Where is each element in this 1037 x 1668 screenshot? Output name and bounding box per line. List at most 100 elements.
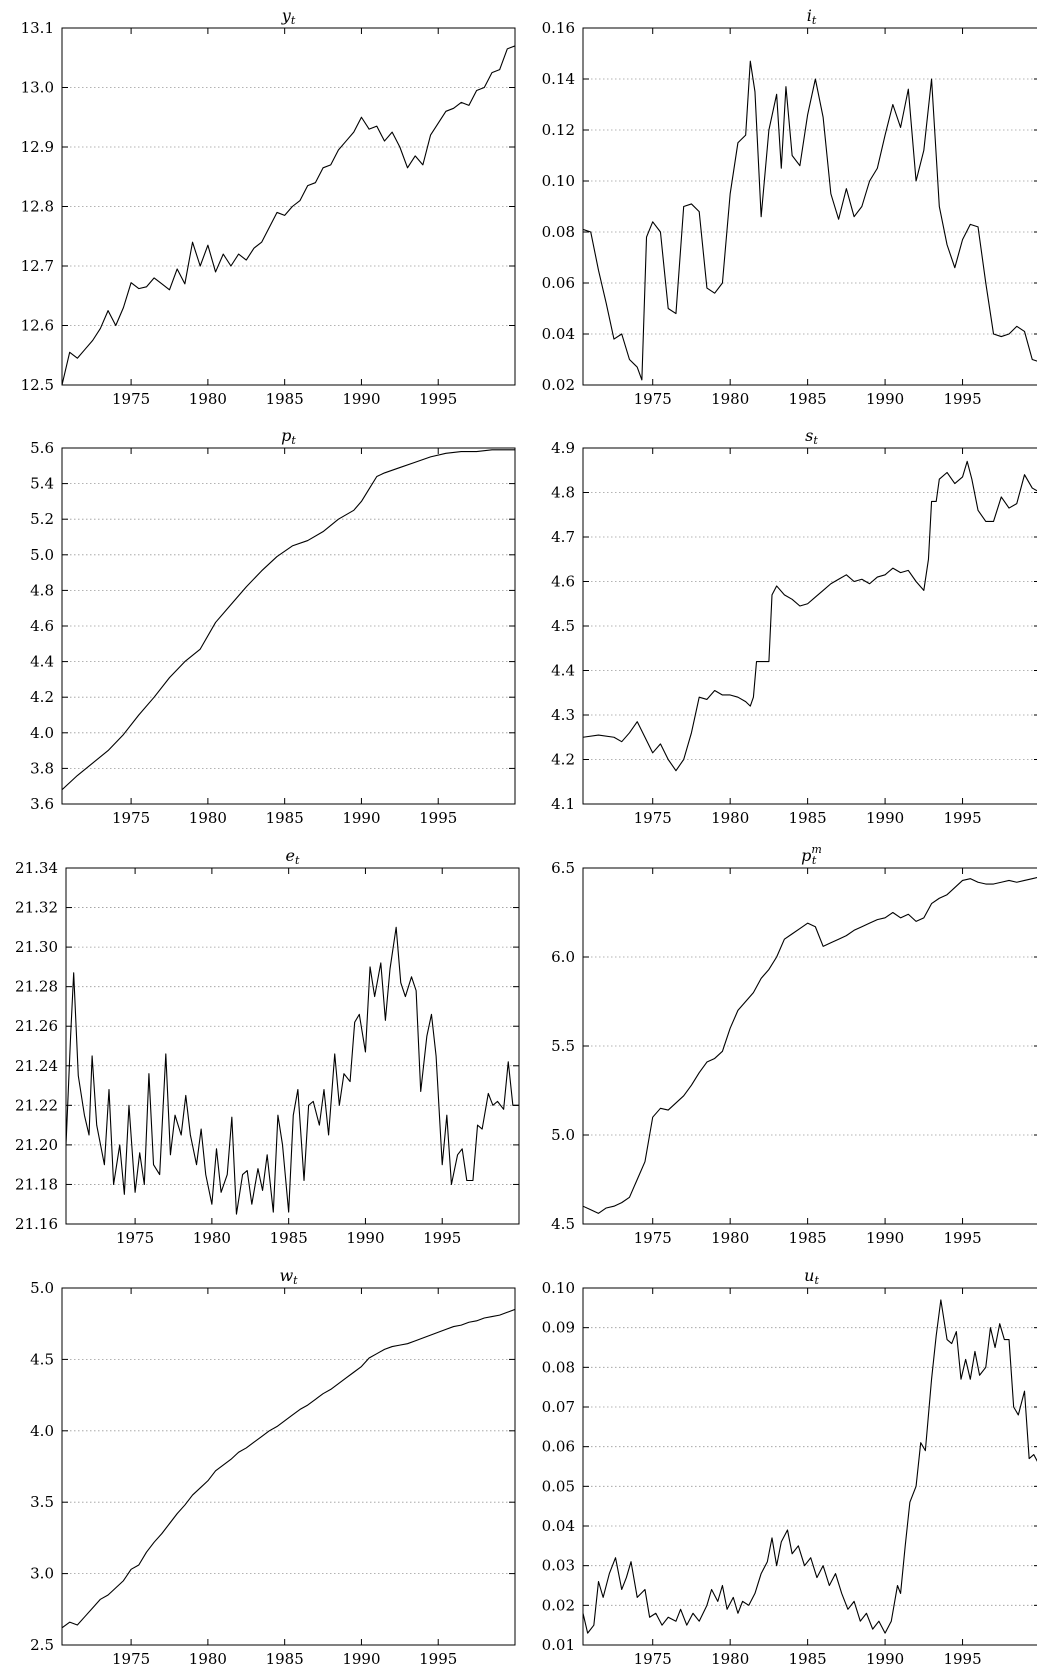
y-tick-label: 12.9: [21, 138, 54, 156]
y-tick-label: 4.8: [30, 581, 54, 599]
y-tick-label: 0.10: [542, 1279, 575, 1297]
chart-title-main: w: [279, 1266, 293, 1285]
y-tick-label: 4.2: [30, 688, 54, 706]
y-tick-label: 4.6: [30, 617, 54, 635]
x-tick-label: 1975: [634, 1229, 672, 1247]
series-line: [583, 1299, 1037, 1634]
y-tick-label: 21.30: [15, 938, 58, 956]
y-tick-label: 21.34: [15, 859, 58, 877]
x-tick-label: 1985: [789, 1650, 827, 1668]
x-tick-label: 1980: [711, 1650, 749, 1668]
plot-frame: [61, 447, 516, 805]
chart-title: yt: [281, 6, 296, 27]
x-tick-label: 1985: [789, 1229, 827, 1247]
x-tick-label: 1980: [189, 809, 227, 827]
x-tick-label: 1985: [266, 809, 304, 827]
y-tick-label: 0.08: [542, 1358, 575, 1376]
chart-title-main: y: [281, 6, 292, 25]
y-tick-label: 13.0: [21, 79, 54, 97]
y-tick-label: 0.03: [542, 1557, 575, 1575]
y-tick-label: 5.4: [30, 475, 54, 493]
y-tick-label: 4.9: [551, 439, 575, 457]
y-tick-label: 21.18: [15, 1175, 58, 1193]
plot-frame: [582, 867, 1037, 1225]
y-tick-label: 0.01: [542, 1636, 575, 1654]
chart-panel-3: 3.6 3.8 4.0 4.2 4.4 4.6 4.8 5.0 5.2 5.4 5.6 1975 198…: [30, 426, 516, 827]
y-tick-label: 0.05: [542, 1477, 575, 1495]
y-tick-label: 4.0: [30, 724, 54, 742]
chart-title-sub: t: [813, 434, 818, 447]
x-tick-label: 1995: [419, 390, 457, 408]
y-tick-label: 5.0: [30, 1279, 54, 1297]
y-tick-label: 4.4: [551, 662, 575, 680]
chart-panel-2: 0.02 0.04 0.06 0.08 0.10 0.12 0.14 0.16 1975 1980…: [542, 6, 1037, 408]
chart-title-main: i: [807, 6, 812, 25]
plot-frame: [61, 1287, 516, 1646]
plot-frame: [61, 27, 516, 386]
plot-frame: [582, 1287, 1037, 1646]
x-tick-label: 1975: [112, 390, 150, 408]
series-line: [62, 45, 515, 385]
y-tick-label: 12.6: [21, 317, 54, 335]
x-tick-label: 1990: [346, 1229, 384, 1247]
y-tick-label: 0.16: [542, 19, 575, 37]
chart-title-sub: t: [814, 1274, 819, 1287]
x-tick-label: 1980: [711, 809, 749, 827]
y-tick-label: 12.7: [21, 257, 54, 275]
y-tick-label: 4.5: [30, 1350, 54, 1368]
x-tick-label: 1975: [112, 809, 150, 827]
x-tick-label: 1985: [266, 390, 304, 408]
y-tick-label: 21.22: [15, 1096, 58, 1114]
x-tick-label: 1980: [711, 1229, 749, 1247]
x-tick-label: 1985: [270, 1229, 308, 1247]
x-tick-label: 1985: [789, 809, 827, 827]
x-tick-label: 1995: [943, 390, 981, 408]
chart-title-sub: t: [295, 854, 300, 867]
chart-title-sub: t: [291, 434, 296, 447]
series-line: [583, 460, 1037, 772]
x-tick-label: 1985: [789, 390, 827, 408]
x-tick-label: 1995: [943, 809, 981, 827]
series-line: [66, 926, 519, 1215]
plot-frame: [582, 27, 1037, 386]
y-tick-label: 21.32: [15, 899, 58, 917]
chart-title: ut: [804, 1266, 819, 1287]
x-tick-label: 1975: [116, 1229, 154, 1247]
y-tick-label: 4.1: [551, 795, 575, 813]
x-tick-label: 1995: [943, 1229, 981, 1247]
chart-title-sub: t: [293, 1274, 298, 1287]
chart-title-sup: m: [811, 843, 821, 856]
y-tick-label: 5.6: [30, 439, 54, 457]
x-tick-label: 1990: [866, 1650, 904, 1668]
chart-panel-5: 21.16 21.18 21.20 21.22 21.24 21.26 21.28 21.30…: [15, 846, 520, 1247]
y-tick-label: 0.08: [542, 223, 575, 241]
y-tick-label: 21.28: [15, 978, 58, 996]
chart-title-main: s: [805, 426, 813, 445]
plot-frame: [65, 867, 520, 1225]
series-line: [583, 877, 1037, 1214]
chart-title: pm t: [801, 843, 822, 867]
x-tick-label: 1980: [711, 390, 749, 408]
y-tick-label: 4.7: [551, 528, 575, 546]
y-tick-label: 3.0: [30, 1565, 54, 1583]
y-tick-label: 6.0: [551, 948, 575, 966]
y-tick-label: 4.3: [551, 706, 575, 724]
chart-panel-8: 0.01 0.02 0.03 0.04 0.05 0.06 0.07 0.08 0.09 0.10…: [542, 1266, 1037, 1668]
y-tick-label: 12.5: [21, 376, 54, 394]
y-tick-label: 4.0: [30, 1422, 54, 1440]
x-tick-label: 1975: [634, 1650, 672, 1668]
y-tick-label: 5.0: [30, 546, 54, 564]
y-tick-label: 3.8: [30, 759, 54, 777]
chart-title: et: [286, 846, 300, 867]
chart-title-main: p: [281, 426, 291, 445]
y-tick-label: 0.04: [542, 1517, 575, 1535]
x-tick-label: 1990: [866, 390, 904, 408]
y-tick-label: 13.1: [21, 19, 54, 37]
y-tick-label: 6.5: [551, 859, 575, 877]
y-tick-label: 0.09: [542, 1319, 575, 1337]
chart-title-sub: t: [812, 14, 817, 27]
y-tick-label: 0.04: [542, 325, 575, 343]
chart-title: it: [807, 6, 817, 27]
x-tick-label: 1980: [189, 1650, 227, 1668]
x-tick-label: 1990: [866, 809, 904, 827]
